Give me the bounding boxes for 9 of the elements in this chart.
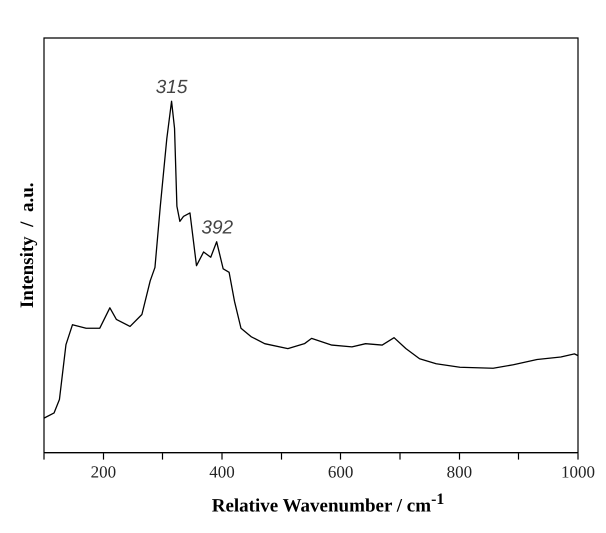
x-tick-label: 1000 [561,462,595,482]
y-axis-title: Intensity / a.u. [16,182,38,308]
x-axis-title: Relative Wavenumber / cm$^{-1}$ [210,491,446,518]
x-tick-label: 200 [90,462,116,482]
x-tick-label: 800 [446,462,472,482]
x-tick-label: 400 [209,462,235,482]
x-tick-label: 600 [328,462,354,482]
annotation: 315 [156,77,188,98]
annotation: 392 [201,218,234,239]
